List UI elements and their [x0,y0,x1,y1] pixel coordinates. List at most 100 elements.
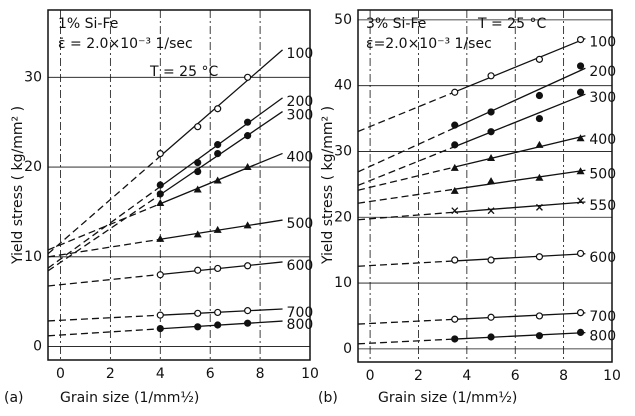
point [194,123,202,131]
point [213,176,222,184]
point [451,207,459,215]
series-label: 700 [287,305,314,321]
point [156,181,164,189]
fit-line [159,111,283,196]
x-tick-label: 10 [603,368,621,384]
fit-extrapolation [47,194,161,272]
point [156,149,164,158]
y-tick-label: 10 [334,275,352,291]
fit-extrapolation [357,318,455,325]
fit-extrapolation [47,238,161,258]
point [577,197,585,205]
series-label: 600 [589,250,616,266]
y-axis-label: Yield stress ( kg/mm² ) [10,106,26,265]
point [214,105,222,113]
series-label: 100 [589,35,616,51]
x-tick-label: 0 [366,368,375,384]
point [214,308,222,317]
point [214,141,222,149]
point [156,190,164,198]
x-axis-label: Grain size (1/mm½) [378,390,517,406]
fit-line [160,320,283,330]
series-label: 800 [287,317,314,333]
fit-extrapolation [357,338,455,345]
point [451,335,459,343]
point [156,234,165,242]
point [487,256,495,264]
y-tick-label: 20 [334,209,352,225]
point [193,230,202,238]
x-tick-label: 8 [559,368,568,384]
fit-line [160,219,283,240]
y-tick-label: 30 [24,69,42,85]
fit-line [454,37,586,93]
point [193,185,202,193]
fit-extrapolation [357,145,456,187]
point [576,62,585,70]
point [576,309,585,317]
y-axis-label: Yield stress ( kg/mm² ) [320,106,336,265]
point [244,132,252,140]
series-label: 100 [287,46,314,62]
x-tick-label: 4 [462,368,471,384]
series-label: 700 [589,309,616,325]
point [244,319,252,327]
point [194,309,202,317]
point [576,36,585,44]
x-tick-label: 2 [106,366,115,382]
series-label: 400 [589,132,616,148]
annotation: T = 25 °C [149,64,218,80]
x-tick-label: 4 [156,366,165,382]
point [451,141,459,149]
fit-extrapolation [357,260,455,267]
point [535,253,544,261]
point [156,198,165,206]
fit-line [159,97,283,188]
point [156,311,164,319]
fit-line [454,201,586,213]
annotation: ε̇=2.0×10⁻³ 1/sec [366,36,492,52]
point [535,203,543,211]
point [244,307,252,315]
point [576,134,585,142]
y-tick-label: 40 [334,78,352,94]
fit-line [160,152,283,205]
point [487,207,495,215]
y-tick-label: 0 [33,339,42,355]
point [243,163,252,171]
fit-line [160,261,283,276]
point [194,323,202,331]
point [535,114,544,123]
point [487,313,495,321]
fit-line [454,67,586,129]
plot-frame [357,9,613,363]
point [194,266,202,274]
x-tick-label: 8 [256,366,265,382]
series-label: 600 [287,258,314,274]
x-tick-label: 10 [301,366,319,382]
y-tick-label: 0 [343,341,352,357]
fit-extrapolation [47,328,161,337]
y-tick-label: 50 [334,12,352,28]
series-label: 800 [589,329,616,345]
point [576,249,585,258]
series-label: 200 [589,64,616,80]
point [214,321,222,329]
x-tick-label: 6 [511,368,520,384]
point [535,140,544,148]
point [214,149,222,158]
fit-extrapolation [47,203,161,251]
point [156,324,164,333]
fit-line [454,253,586,262]
annotation: ε̇ = 2.0×10⁻³ 1/sec [58,36,193,52]
point [194,167,202,176]
series-label: 200 [287,94,314,110]
fit-line [159,49,283,157]
point [576,328,585,336]
series-label: 400 [287,149,314,165]
plot-frame [47,9,311,361]
point [244,73,252,81]
series-label: 550 [589,198,616,214]
x-axis-label: Grain size (1/mm½) [60,390,199,406]
